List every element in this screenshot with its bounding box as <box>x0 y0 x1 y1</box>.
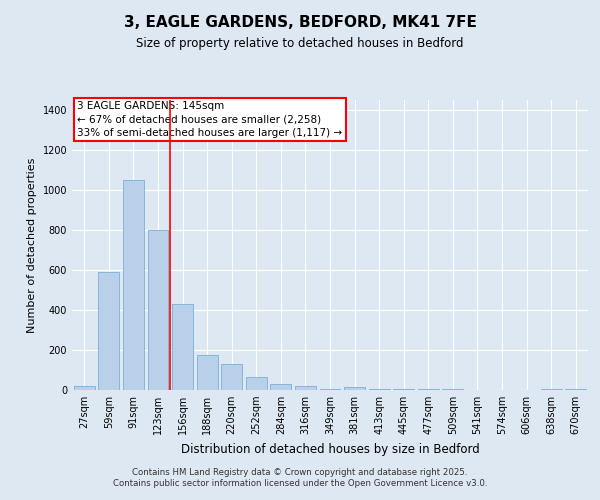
Bar <box>393 389 414 390</box>
X-axis label: Distribution of detached houses by size in Bedford: Distribution of detached houses by size … <box>181 442 479 456</box>
Text: Contains HM Land Registry data © Crown copyright and database right 2025.
Contai: Contains HM Land Registry data © Crown c… <box>113 468 487 487</box>
Bar <box>221 364 242 390</box>
Bar <box>541 389 562 390</box>
Bar <box>368 389 389 390</box>
Bar <box>344 387 365 390</box>
Bar <box>295 386 316 390</box>
Bar <box>271 384 292 390</box>
Bar <box>320 389 340 390</box>
Bar <box>123 180 144 390</box>
Y-axis label: Number of detached properties: Number of detached properties <box>27 158 37 332</box>
Bar <box>197 355 218 390</box>
Bar <box>148 230 169 390</box>
Bar <box>246 377 267 390</box>
Bar <box>442 389 463 390</box>
Text: 3 EAGLE GARDENS: 145sqm
← 67% of detached houses are smaller (2,258)
33% of semi: 3 EAGLE GARDENS: 145sqm ← 67% of detache… <box>77 102 342 138</box>
Bar <box>74 386 95 390</box>
Bar <box>172 304 193 390</box>
Text: 3, EAGLE GARDENS, BEDFORD, MK41 7FE: 3, EAGLE GARDENS, BEDFORD, MK41 7FE <box>124 15 476 30</box>
Text: Size of property relative to detached houses in Bedford: Size of property relative to detached ho… <box>136 38 464 51</box>
Bar <box>98 272 119 390</box>
Bar <box>565 389 586 390</box>
Bar <box>418 389 439 390</box>
